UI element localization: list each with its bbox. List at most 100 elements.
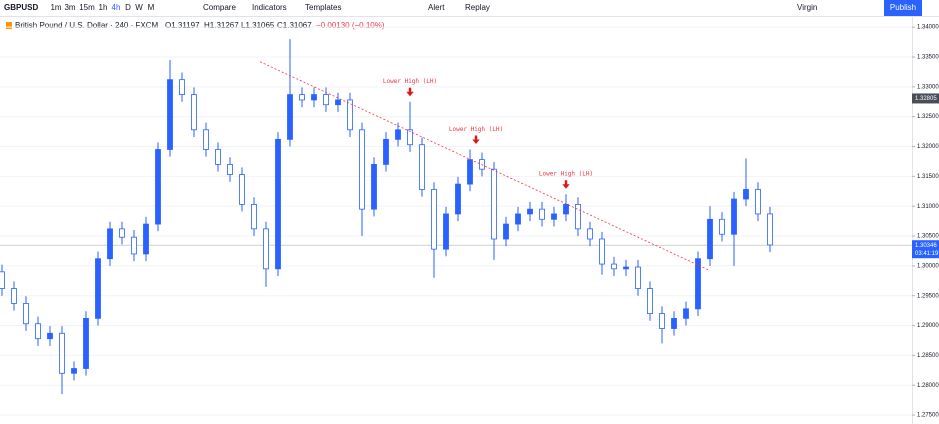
candle-body (671, 317, 677, 329)
candle-body (731, 198, 737, 235)
candle-body (335, 99, 341, 106)
candle-body (491, 168, 497, 240)
candle-body (107, 228, 113, 260)
y-tick-label: 1.33500 (917, 55, 939, 61)
candle-body (299, 94, 305, 101)
candle-body (71, 368, 77, 374)
candle-body (47, 332, 53, 340)
candle-body (743, 189, 749, 200)
candle-body (323, 94, 329, 106)
y-tick-label: 1.32000 (917, 144, 939, 150)
toolbar-button[interactable]: Alert (428, 3, 445, 12)
candle-body (551, 213, 557, 220)
candle-body (35, 323, 41, 340)
candle-body (119, 228, 125, 238)
countdown: 03:41:19 (915, 251, 939, 257)
candle-body (287, 94, 293, 140)
y-tick-label: 1.29500 (917, 293, 939, 299)
candle-body (431, 189, 437, 250)
interval-button[interactable]: M (148, 3, 155, 12)
candle-body (215, 149, 221, 165)
candle-body (59, 332, 65, 374)
candle-body (11, 288, 17, 304)
candle-body (155, 149, 161, 225)
y-tick-label: 1.27500 (917, 413, 939, 419)
y-tick-label: 1.32500 (917, 114, 939, 120)
toolbar-button[interactable]: Indicators (252, 3, 287, 12)
legend-open: O1.31197 (165, 21, 200, 30)
candle-body (131, 236, 137, 255)
annotation-label: Lower High (LH) (449, 126, 503, 133)
candle-body (647, 288, 653, 314)
candle-body (515, 213, 521, 225)
candle-body (395, 129, 401, 140)
candle-body (419, 144, 425, 190)
y-tick-label: 1.31000 (917, 204, 939, 210)
candle-body (95, 258, 101, 319)
interval-button[interactable]: 1m (50, 3, 61, 12)
candle-body (143, 223, 149, 255)
trend-line (259, 61, 711, 271)
candle-body (227, 164, 233, 175)
candle-body (371, 164, 377, 210)
last-price-bg (912, 240, 939, 259)
candle-body (407, 129, 413, 146)
legend-high: H1.31267 (204, 21, 239, 30)
arrow-marker (472, 135, 480, 144)
candle-body (83, 317, 89, 369)
y-tick-label: 1.33000 (917, 84, 939, 90)
candle-body (467, 159, 473, 185)
candle-body (707, 218, 713, 260)
toolbar-button[interactable]: Templates (305, 3, 341, 12)
interval-button[interactable]: 1h (99, 3, 108, 12)
candle-body (767, 213, 773, 246)
publish-button[interactable]: Publish (890, 3, 916, 12)
layout-name[interactable]: Virgin (797, 3, 817, 12)
interval-button[interactable]: 15m (79, 3, 95, 12)
candle-body (251, 203, 257, 230)
annotation-label: Lower High (LH) (539, 171, 593, 178)
interval-button[interactable]: D (125, 3, 131, 12)
legend-close: C1.31067 (277, 21, 312, 30)
candle-body (563, 203, 569, 215)
candle-body (23, 303, 29, 325)
candle-body (575, 203, 581, 230)
candle-body (359, 129, 365, 210)
candle-body (659, 313, 665, 329)
candle-body (503, 223, 509, 240)
candle-body (239, 174, 245, 205)
candle-body (527, 208, 533, 215)
candle-body (0, 271, 5, 289)
y-tick-label: 1.34000 (917, 25, 939, 31)
interval-button[interactable]: W (135, 3, 143, 12)
candle-body (539, 208, 545, 220)
publish-bg[interactable] (884, 0, 922, 16)
arrow-marker (406, 87, 414, 97)
y-tick-label: 1.29000 (917, 323, 939, 329)
candle-body (623, 266, 629, 270)
symbol[interactable]: GBPUSD (4, 3, 38, 12)
candle-body (311, 94, 317, 101)
candle-body (755, 189, 761, 215)
candle-body (179, 79, 185, 95)
interval-button[interactable]: 4h (112, 3, 121, 12)
interval-button[interactable]: 3m (64, 3, 75, 12)
y-tick-label: 1.28500 (917, 353, 939, 359)
candle-body (443, 213, 449, 250)
candle-body (167, 79, 173, 150)
candle-body (275, 138, 281, 270)
toolbar-button[interactable]: Compare (203, 3, 236, 12)
candle-body (191, 94, 197, 131)
y-tick-label: 1.28000 (917, 383, 939, 389)
candle-body (719, 218, 725, 235)
candle-body (263, 228, 269, 270)
symbol-icon (6, 22, 12, 29)
legend-title: British Pound / U.S. Dollar · 240 · FXCM (15, 21, 158, 30)
candle-body (611, 263, 617, 270)
y-tick-label: 1.30500 (917, 234, 939, 240)
y-tick-label: 1.31500 (917, 174, 939, 180)
candle-body (455, 183, 461, 215)
toolbar-button[interactable]: Replay (465, 3, 490, 12)
candle-body (635, 266, 641, 289)
